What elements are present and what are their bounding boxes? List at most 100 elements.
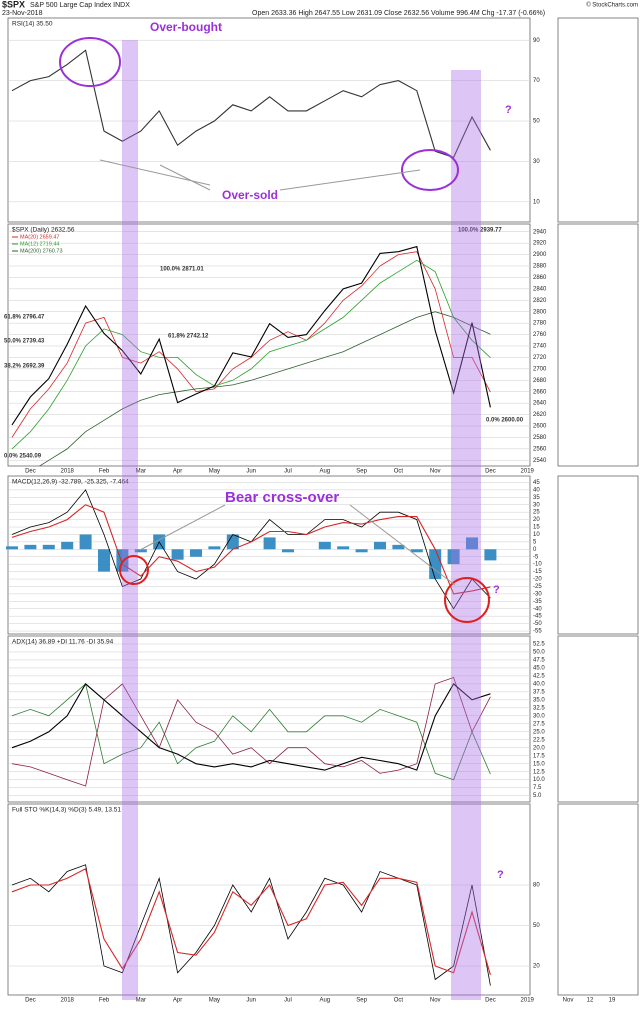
y-tick-label: 22.5 bbox=[533, 737, 545, 743]
y-tick-label: 70 bbox=[533, 78, 540, 84]
panel-title: ADX(14) 36.89 +DI 11.76 -DI 35.94 bbox=[12, 639, 114, 646]
y-tick-label: 47.5 bbox=[533, 658, 545, 664]
histogram-bar bbox=[410, 549, 423, 553]
x-tick-label: May bbox=[209, 469, 220, 475]
y-tick-label: 2560 bbox=[533, 446, 547, 452]
side-panel-frame bbox=[557, 803, 639, 996]
panel-title: Full STO %K(14,3) %D(3) 5.49, 13.51 bbox=[12, 807, 121, 814]
symbol: $SPX bbox=[2, 0, 25, 9]
panel-frame bbox=[7, 635, 531, 803]
y-tick-label: -45 bbox=[533, 614, 542, 620]
index-name: S&P 500 Large Cap Index INDX bbox=[30, 2, 130, 9]
y-tick-label: 5 bbox=[533, 539, 537, 545]
x-tick-label: Apr bbox=[173, 469, 182, 475]
histogram-bar bbox=[355, 549, 368, 553]
y-tick-label: 2840 bbox=[533, 286, 547, 292]
histogram-bar bbox=[392, 544, 405, 550]
quote: Open 2633.36 High 2647.55 Low 2631.09 Cl… bbox=[252, 10, 545, 17]
x-tick-label: Dec bbox=[485, 469, 496, 475]
panel-frame bbox=[7, 475, 531, 635]
y-tick-label: 30 bbox=[533, 502, 540, 508]
histogram-bar bbox=[79, 534, 92, 550]
y-tick-label: 2700 bbox=[533, 366, 547, 372]
histogram-bar bbox=[374, 541, 386, 550]
x-tick-label: Dec bbox=[25, 469, 36, 475]
y-tick-label: -15 bbox=[533, 569, 542, 575]
y-tick-label: 10 bbox=[533, 199, 540, 205]
annotation: ? bbox=[497, 869, 504, 881]
y-tick-label: 2820 bbox=[533, 298, 547, 304]
y-tick-label: 50 bbox=[533, 119, 540, 125]
x-tick-label: Jun bbox=[246, 998, 256, 1004]
y-tick-label: 35.0 bbox=[533, 697, 545, 703]
y-tick-label: 2580 bbox=[533, 435, 547, 441]
x-tick-label: Jul bbox=[284, 998, 292, 1004]
x-tick-label: Feb bbox=[99, 998, 110, 1004]
histogram-bar bbox=[447, 549, 460, 565]
histogram-bar bbox=[61, 541, 74, 550]
y-tick-label: 25 bbox=[533, 510, 540, 516]
pointer bbox=[349, 504, 456, 586]
y-tick-label: 15 bbox=[533, 525, 540, 531]
y-tick-label: 2760 bbox=[533, 332, 547, 338]
y-tick-label: -5 bbox=[533, 554, 539, 560]
x-tick-label: Aug bbox=[319, 469, 330, 475]
y-tick-label: -55 bbox=[533, 629, 542, 635]
histogram-bar bbox=[42, 544, 55, 550]
y-tick-label: 27.5 bbox=[533, 721, 545, 727]
y-tick-label: 20 bbox=[533, 517, 540, 523]
annotation: 0.0% 2600.00 bbox=[486, 418, 524, 424]
histogram-bar bbox=[208, 546, 221, 550]
series-line bbox=[11, 259, 491, 450]
series-line bbox=[11, 683, 491, 781]
histogram-bar bbox=[337, 546, 350, 550]
y-tick-label: 50.0 bbox=[533, 650, 545, 656]
y-tick-label: 2540 bbox=[533, 458, 547, 464]
y-tick-label: 90 bbox=[533, 38, 540, 44]
x-tick-label: Nov bbox=[430, 469, 441, 475]
annotation: 100.0% 2871.01 bbox=[160, 267, 204, 273]
annotation: 38.2% 2692.39 bbox=[4, 364, 45, 370]
highlight-band bbox=[451, 70, 481, 1000]
x-tick-label: Jun bbox=[246, 469, 256, 475]
y-tick-label: 2860 bbox=[533, 275, 547, 281]
x-tick-label: Dec bbox=[485, 998, 496, 1004]
series-line bbox=[11, 504, 491, 595]
y-tick-label: 0 bbox=[533, 547, 537, 553]
annotation: 100.0% 2939.77 bbox=[458, 228, 502, 234]
histogram-bar bbox=[24, 544, 37, 550]
side-x-label: 19 bbox=[609, 998, 616, 1004]
y-tick-label: 20 bbox=[533, 964, 540, 970]
y-tick-label: -10 bbox=[533, 562, 542, 568]
histogram-bar bbox=[6, 546, 18, 550]
histogram-bar bbox=[282, 549, 294, 553]
side-x-label: Nov bbox=[563, 998, 574, 1004]
series-line bbox=[11, 683, 491, 771]
y-tick-label: -50 bbox=[533, 621, 542, 627]
histogram-bar bbox=[134, 549, 147, 553]
series-line bbox=[38, 311, 491, 466]
y-tick-label: 32.5 bbox=[533, 705, 545, 711]
annotation: ? bbox=[505, 104, 512, 116]
y-tick-label: 2640 bbox=[533, 401, 547, 407]
histogram-bar bbox=[116, 549, 129, 572]
histogram-bar bbox=[484, 549, 497, 561]
x-tick-label: Oct bbox=[394, 998, 404, 1004]
y-tick-label: 40.0 bbox=[533, 681, 545, 687]
circle bbox=[119, 555, 149, 585]
y-tick-label: 2900 bbox=[533, 252, 547, 258]
circle bbox=[401, 149, 459, 191]
annotation: Over-bought bbox=[150, 20, 222, 34]
x-tick-label: Aug bbox=[319, 998, 330, 1004]
histogram-bar bbox=[190, 549, 202, 557]
histogram-bar bbox=[226, 534, 239, 550]
annotation: 50.0% 2739.43 bbox=[4, 339, 45, 345]
pointer bbox=[139, 504, 226, 551]
histogram-bar bbox=[263, 537, 276, 550]
y-tick-label: 12.5 bbox=[533, 769, 545, 775]
panel-title: $SPX (Daily) 2632.56 bbox=[12, 227, 75, 234]
side-panel-frame bbox=[557, 475, 639, 635]
x-tick-label: Jul bbox=[284, 469, 292, 475]
y-tick-label: 10.0 bbox=[533, 777, 545, 783]
